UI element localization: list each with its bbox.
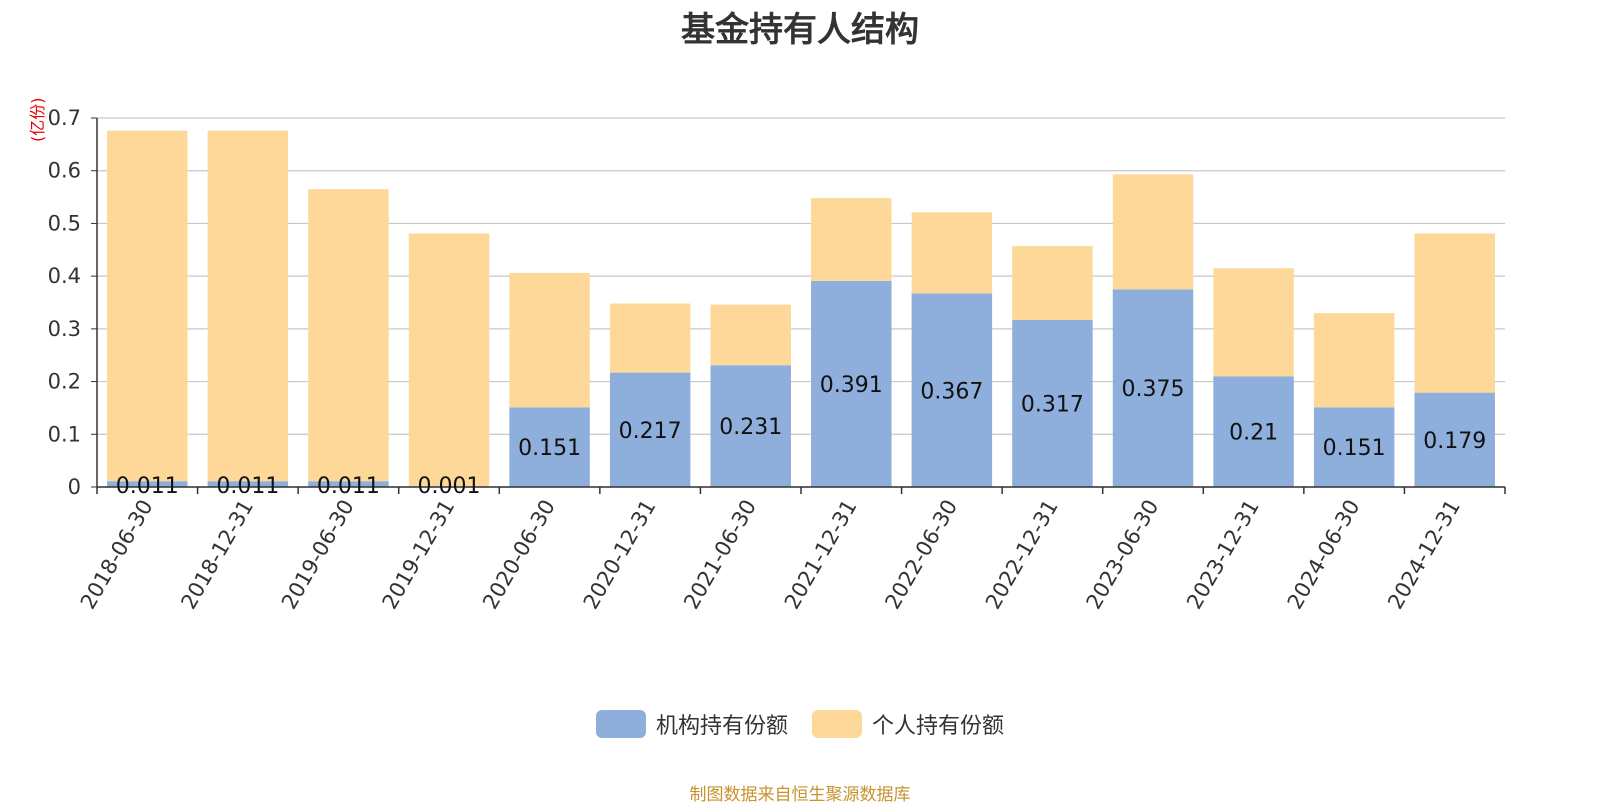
bar-institutional <box>609 372 691 487</box>
x-tick-label: 2024-12-31 <box>1383 496 1465 614</box>
data-label: 0.179 <box>1423 429 1486 454</box>
legend-label-individual: 个人持有份额 <box>872 714 1005 739</box>
bar-individual <box>811 198 892 281</box>
bar-individual <box>1414 233 1495 393</box>
x-tick-label: 2022-12-31 <box>981 496 1063 614</box>
legend-label-institutional: 机构持有份额 <box>655 714 788 739</box>
data-label: 0.011 <box>216 474 279 499</box>
data-label: 0.217 <box>619 419 682 444</box>
x-tick-label: 2019-06-30 <box>277 496 359 614</box>
x-tick-label: 2021-12-31 <box>780 496 862 614</box>
data-label: 0.391 <box>820 373 883 398</box>
data-label: 0.001 <box>418 474 481 499</box>
x-tick-label: 2024-06-30 <box>1283 496 1365 614</box>
x-tick-label: 2018-12-31 <box>176 496 258 614</box>
bar-individual <box>1112 174 1194 290</box>
x-tick-label: 2020-12-31 <box>579 496 661 614</box>
bar-institutional <box>107 481 188 487</box>
bar-individual <box>107 130 188 482</box>
x-tick-label: 2019-12-31 <box>378 496 460 614</box>
x-tick-label: 2020-06-30 <box>478 496 560 614</box>
bar-individual <box>207 130 289 482</box>
y-tick-label: 0.3 <box>48 317 81 341</box>
bar-institutional <box>1213 376 1294 487</box>
y-tick-label: 0.6 <box>48 159 81 183</box>
data-label: 0.151 <box>1323 436 1386 461</box>
bar-institutional <box>1012 319 1093 487</box>
data-label: 0.231 <box>719 415 782 440</box>
bar-institutional <box>1112 289 1194 487</box>
bar-individual <box>1012 246 1093 320</box>
legend: 机构持有份额 个人持有份额 <box>0 708 1600 740</box>
data-label: 0.011 <box>116 474 179 499</box>
y-tick-label: 0 <box>68 475 81 499</box>
data-label: 0.011 <box>317 474 380 499</box>
bar-individual <box>408 233 490 487</box>
x-tick-label: 2023-06-30 <box>1082 496 1164 614</box>
bar-individual <box>509 272 590 408</box>
bar-institutional <box>1313 407 1395 487</box>
bar-individual <box>308 189 389 482</box>
bar-individual <box>1313 313 1395 408</box>
legend-swatch-institutional <box>595 710 646 738</box>
bar-institutional <box>710 365 791 487</box>
data-label: 0.151 <box>518 436 581 461</box>
x-tick-label: 2023-12-31 <box>1182 496 1264 614</box>
bar-individual <box>609 303 691 373</box>
y-tick-label: 0.2 <box>48 370 81 394</box>
chart-plot: 0 0.1 0.2 0.3 0.4 0.5 0.6 0.7 2018-06-30 2018-12-… <box>48 106 1506 614</box>
bar-institutional <box>308 481 389 487</box>
bar-individual <box>1213 268 1294 377</box>
x-tick-label: 2022-06-30 <box>880 496 962 614</box>
bar-institutional <box>509 407 590 487</box>
source-note: 制图数据来自恒生聚源数据库 <box>689 785 911 805</box>
bar-institutional <box>207 481 289 487</box>
bar-institutional <box>1414 392 1495 487</box>
chart-title: 基金持有人结构 <box>681 10 919 50</box>
data-label: 0.317 <box>1021 392 1084 417</box>
legend-item-individual[interactable]: 个人持有份额 <box>812 708 1004 740</box>
y-tick-label: 0.5 <box>48 211 81 235</box>
x-tick-label: 2021-06-30 <box>679 496 761 614</box>
bar-institutional <box>911 293 993 487</box>
bar-individual <box>911 212 993 294</box>
bar-individual <box>710 304 791 366</box>
data-label: 0.21 <box>1229 421 1278 446</box>
data-label: 0.367 <box>920 379 983 404</box>
y-tick-label: 0.1 <box>48 422 81 446</box>
x-tick-label: 2018-06-30 <box>76 496 158 614</box>
legend-swatch-individual <box>812 710 862 738</box>
legend-item-institutional[interactable]: 机构持有份额 <box>595 708 788 740</box>
bar-institutional <box>811 280 892 487</box>
data-label: 0.375 <box>1122 377 1185 402</box>
y-tick-label: 0.7 <box>48 106 81 130</box>
y-tick-label: 0.4 <box>48 264 81 288</box>
